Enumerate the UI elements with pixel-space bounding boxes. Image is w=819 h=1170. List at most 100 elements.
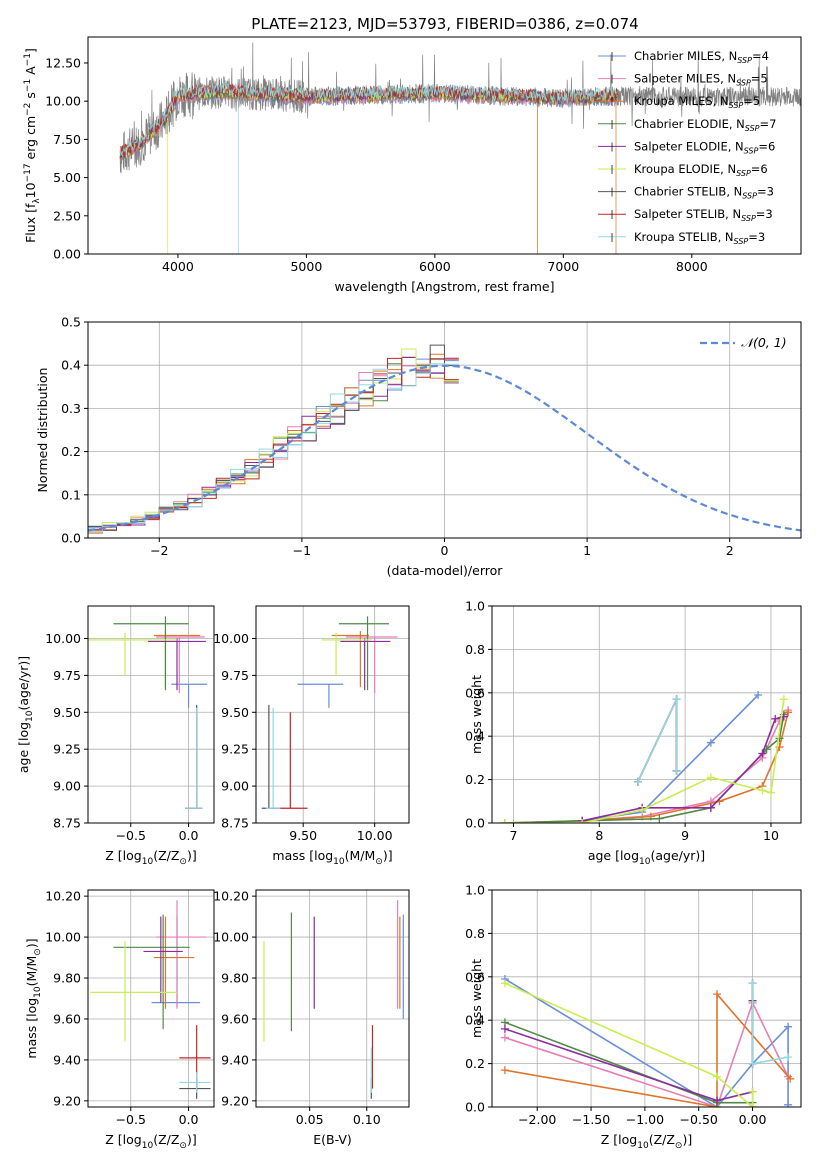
y-tick-label: 0.0 [465, 1100, 485, 1115]
y-tick-label: 12.50 [45, 55, 81, 70]
y-tick-label: 0.00 [53, 247, 81, 262]
age-vs-mass-panel: 9.50 10.00 8.75 9.00 9.25 9.50 9.75 10.00 mass [… [213, 605, 410, 867]
point-marker-chabrier_miles [784, 1022, 793, 1031]
point-marker-kroupa_elodie [766, 788, 775, 797]
x-tick-label: −2.00 [518, 1112, 556, 1127]
y-tick-label: 10.00 [45, 631, 81, 646]
x-axis-label: Z [log10​(Z/Z⊙​)] [105, 1132, 196, 1151]
legend-marker: | [610, 233, 613, 243]
y-tick-label: 10.20 [213, 889, 249, 904]
point-marker-kroupa_miles [713, 990, 722, 999]
y-axis-label: mass weight [469, 959, 484, 1038]
y-tick-label: 0.8 [465, 642, 485, 657]
point-marker-salpeter_elodie [713, 1096, 722, 1105]
x-tick-label: 0.0 [179, 828, 199, 843]
axes-frame [491, 889, 802, 1108]
x-tick-label: 2 [726, 543, 734, 558]
legend-entry-chabrier_stelib: Chabrier STELIB, NSSP=3 [634, 185, 774, 201]
point-marker-kroupa_elodie [779, 695, 788, 704]
x-axis-label: Z [log10​(Z/Z⊙​)] [105, 848, 196, 867]
x-tick-label: −0.5 [116, 1112, 146, 1127]
y-tick-label: 9.50 [221, 705, 249, 720]
y-tick-label: 8.75 [53, 816, 81, 831]
y-tick-label: 9.00 [53, 779, 81, 794]
x-tick-label: 0.10 [353, 1112, 381, 1127]
normal-reference-curve [88, 364, 801, 532]
line-salpeter_elodie [504, 1028, 753, 1102]
x-tick-label: 6000 [419, 259, 451, 274]
point-marker-kroupa_elodie [748, 1103, 757, 1107]
legend-entry-chabrier_miles: Chabrier MILES, NSSP=4 [634, 49, 769, 65]
point-marker-kroupa_elodie [578, 819, 587, 823]
x-tick-label: −2 [150, 543, 168, 558]
point-marker-kroupa_elodie [706, 773, 715, 782]
histogram-kroupa_stelib [88, 363, 459, 536]
y-tick-label: 10.00 [213, 631, 249, 646]
y-tick-label: 0.3 [61, 401, 81, 416]
y-tick-label: 1.0 [465, 599, 485, 614]
x-tick-label: 9.50 [289, 828, 317, 843]
legend-entry-kroupa_elodie: Kroupa ELODIE, NSSP=6 [634, 162, 768, 178]
point-marker-chabrier_miles [706, 738, 715, 747]
line-kroupa_stelib [751, 983, 789, 1065]
x-tick-label: 10 [763, 828, 779, 843]
point-marker-kroupa_elodie [713, 1072, 722, 1081]
y-tick-label: 7.50 [53, 132, 81, 147]
mass-weight-vs-metallicity-panel: −2.00 −1.50 −1.00 −0.50 0.00 0.0 0.2 0.4 0.6 0.8 1… [465, 883, 802, 1151]
x-tick-label: −0.50 [680, 1112, 718, 1127]
x-tick-label: 10.00 [357, 828, 393, 843]
axes-frame [255, 605, 410, 824]
point-marker-kroupa_stelib [672, 766, 681, 775]
point-marker-kroupa_stelib [633, 777, 642, 786]
point-marker-salpeter_elodie [500, 1024, 509, 1033]
x-axis-label: mass [log10​(M/M⊙​)] [272, 848, 392, 867]
point-marker-salpeter_elodie [758, 749, 767, 758]
point-marker-kroupa_elodie [638, 805, 647, 814]
point-marker-kroupa_stelib [748, 1059, 757, 1068]
figure-title: PLATE=2123, MJD=53793, FIBERID=0386, z=0… [251, 15, 638, 33]
legend-entry-kroupa_miles: Kroupa MILES, NSSP=5 [634, 94, 760, 110]
y-tick-label: 9.40 [221, 1052, 249, 1067]
x-tick-label: 7000 [547, 259, 579, 274]
point-marker-chabrier_miles [754, 690, 763, 699]
point-marker-kroupa_stelib [672, 695, 681, 704]
legend-marker: | [610, 52, 613, 62]
y-tick-label: 9.20 [221, 1093, 249, 1108]
legend-marker: | [610, 75, 613, 85]
y-axis-label: Flux [fλ​10−17​ erg cm−2​ s−1​ A−1​] [23, 48, 42, 243]
x-tick-label: 9 [681, 828, 689, 843]
line-salpeter_miles [504, 1000, 789, 1107]
y-tick-label: 0.8 [465, 926, 485, 941]
age-vs-metallicity-panel: −0.5 0.0 8.75 9.00 9.25 9.50 9.75 10.00 Z [log10… [16, 605, 215, 867]
y-tick-label: 0.0 [465, 816, 485, 831]
y-tick-label: 0.2 [61, 444, 81, 459]
point-marker-kroupa_elodie [500, 819, 509, 823]
y-tick-label: 0.6 [465, 969, 485, 984]
y-tick-label: 9.75 [53, 668, 81, 683]
y-axis-label: age [log10​(age/yr)] [16, 656, 35, 773]
x-tick-label: 7 [509, 828, 517, 843]
y-tick-label: 10.20 [45, 889, 81, 904]
legend-marker: | [610, 188, 613, 198]
y-tick-label: 9.50 [53, 705, 81, 720]
axes-frame [87, 36, 802, 255]
legend-marker: | [610, 142, 613, 152]
legend-entry-salpeter_elodie: Salpeter ELODIE, NSSP=6 [634, 139, 775, 155]
point-marker-kroupa_miles [784, 708, 793, 717]
y-tick-label: 10.00 [45, 930, 81, 945]
y-tick-label: 0.4 [465, 1013, 485, 1028]
point-marker-salpeter_elodie [706, 803, 715, 812]
plot-area [119, 42, 801, 254]
model-spectrum-kroupa_elodie [120, 85, 618, 254]
y-tick-label: 0.4 [465, 729, 485, 744]
plot-area [88, 616, 208, 809]
axes-frame [87, 889, 215, 1108]
mass-vs-ebv-panel: 0.05 0.10 9.20 9.40 9.60 9.80 10.00 10.20 E(B-V) [213, 889, 410, 1147]
x-tick-label: 0.00 [739, 1112, 767, 1127]
axes-frame [491, 605, 802, 824]
line-salpeter_elodie [581, 715, 784, 822]
legend-entry-chabrier_elodie: Chabrier ELODIE, NSSP=7 [634, 117, 776, 133]
point-marker-kroupa_miles [786, 1074, 795, 1083]
y-tick-label: 9.00 [221, 779, 249, 794]
